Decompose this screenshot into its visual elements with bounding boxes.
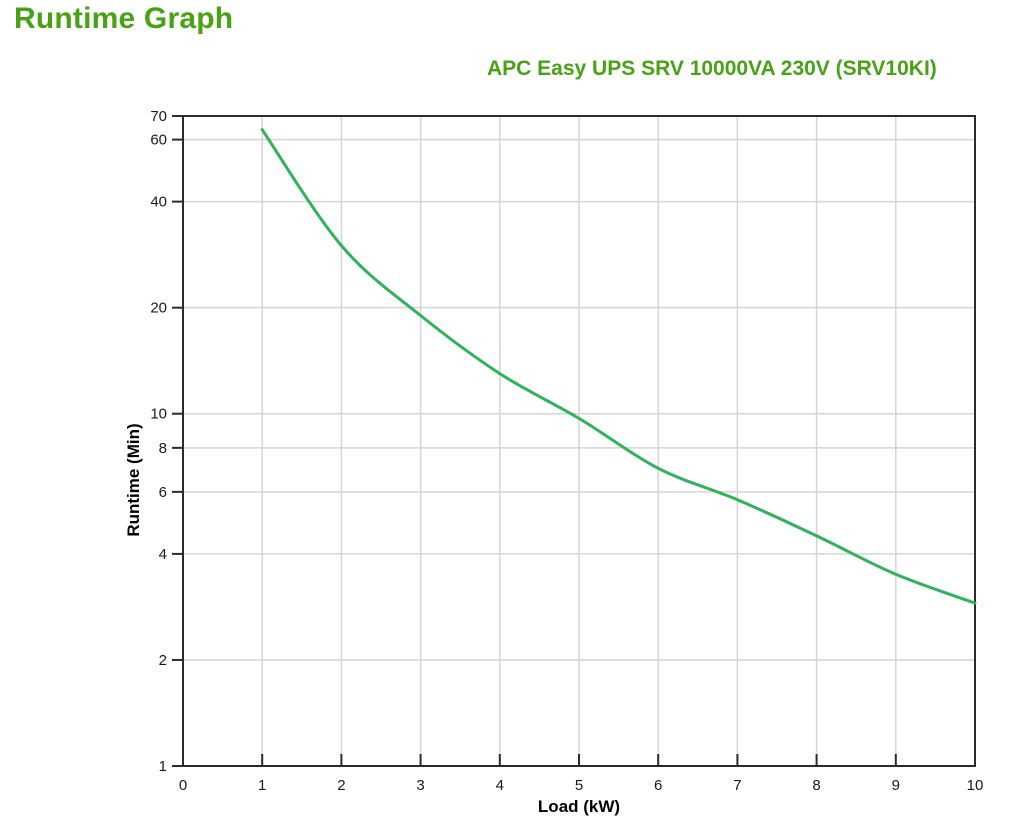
chart-title: APC Easy UPS SRV 10000VA 230V (SRV10KI) [487, 57, 937, 80]
x-tick-label-0: 0 [179, 777, 187, 794]
y-tick-label-20: 20 [150, 300, 167, 317]
y-tick-label-6: 6 [159, 484, 167, 501]
y-tick-label-10: 10 [150, 406, 167, 423]
y-tick-label-2: 2 [159, 652, 167, 669]
x-axis-title: Load (kW) [538, 797, 620, 816]
x-tick-label-7: 7 [733, 777, 741, 794]
x-tick-label-8: 8 [812, 777, 820, 794]
y-tick-label-70: 70 [150, 108, 167, 125]
x-tick-label-1: 1 [258, 777, 266, 794]
x-tick-label-9: 9 [892, 777, 900, 794]
y-tick-label-8: 8 [159, 440, 167, 457]
x-tick-label-4: 4 [496, 777, 504, 794]
y-tick-label-40: 40 [150, 194, 167, 211]
x-tick-label-5: 5 [575, 777, 583, 794]
x-tick-label-6: 6 [654, 777, 662, 794]
y-tick-label-1: 1 [159, 758, 167, 775]
page-title: Runtime Graph [14, 2, 234, 35]
x-tick-label-10: 10 [967, 777, 984, 794]
y-tick-label-60: 60 [150, 132, 167, 149]
x-tick-label-3: 3 [416, 777, 424, 794]
y-tick-label-4: 4 [159, 546, 167, 563]
y-axis-title: Runtime (Min) [124, 423, 143, 536]
runtime-curve [260, 128, 977, 605]
x-tick-label-2: 2 [337, 777, 345, 794]
